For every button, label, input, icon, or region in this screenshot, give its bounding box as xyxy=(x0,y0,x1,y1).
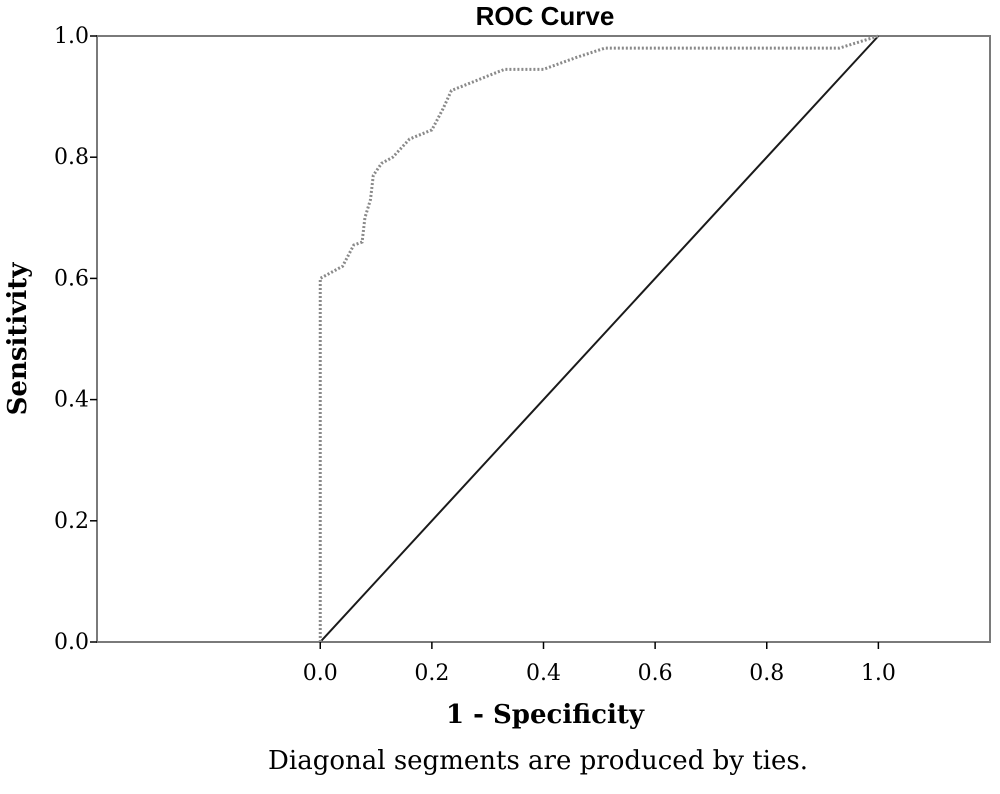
y-tick-label: 0.0 xyxy=(54,630,89,655)
y-tick-label: 0.2 xyxy=(54,509,89,534)
x-tick-label: 0.8 xyxy=(749,661,784,686)
x-axis-ticks: 0.0 0.2 0.4 0.6 0.8 1.0 xyxy=(303,642,896,686)
plot-area xyxy=(96,35,991,643)
y-tick-label: 0.8 xyxy=(54,145,89,170)
y-axis-label: Sensitivity xyxy=(3,262,33,416)
x-tick-label: 0.6 xyxy=(638,661,673,686)
y-tick-label: 1.0 xyxy=(54,24,89,49)
reference-diagonal-line xyxy=(319,35,880,643)
chart-title: ROC Curve xyxy=(476,1,615,31)
x-tick-label: 0.2 xyxy=(414,661,449,686)
roc-curve-line xyxy=(318,34,879,642)
x-axis-label: 1 - Specificity xyxy=(446,700,645,730)
y-tick-label: 0.4 xyxy=(54,388,89,413)
x-tick-label: 1.0 xyxy=(861,661,896,686)
chart-footnote: Diagonal segments are produced by ties. xyxy=(268,746,808,776)
y-axis-ticks: 0.0 0.2 0.4 0.6 0.8 1.0 xyxy=(54,24,97,655)
x-tick-label: 0.0 xyxy=(303,661,338,686)
y-tick-label: 0.6 xyxy=(54,266,89,291)
x-tick-label: 0.4 xyxy=(526,661,561,686)
